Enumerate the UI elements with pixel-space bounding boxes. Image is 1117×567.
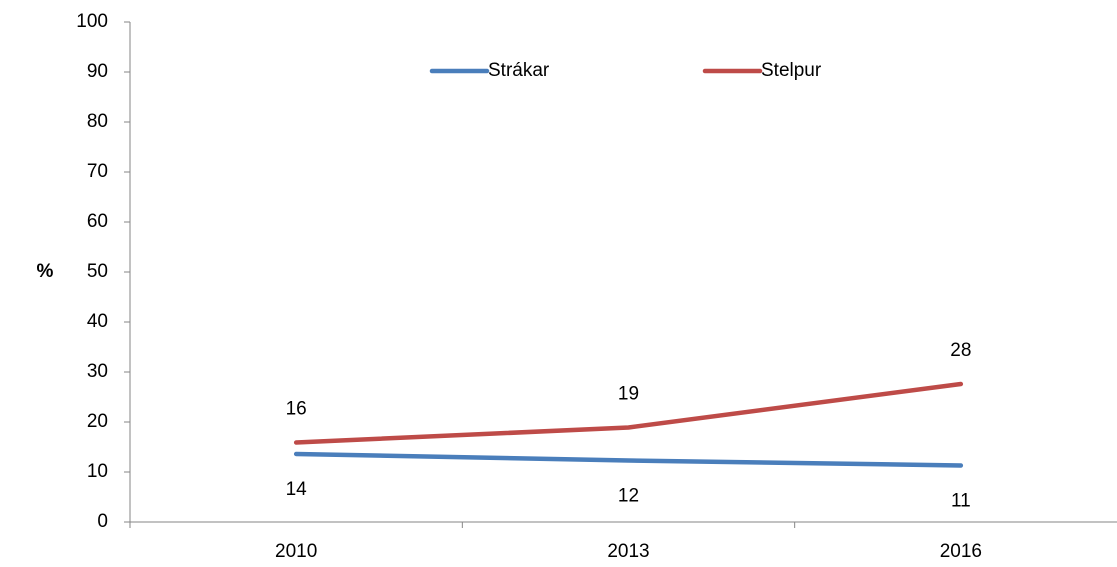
data-label: 28 [950, 340, 971, 361]
x-tick-label: 2010 [275, 541, 317, 562]
y-tick-label: 20 [87, 411, 108, 432]
y-tick-label: 30 [87, 361, 108, 382]
legend-label: Strákar [488, 60, 550, 81]
y-tick-label: 60 [87, 211, 108, 232]
legend-label: Stelpur [761, 60, 822, 81]
series-line [293, 381, 964, 445]
y-tick-label: 40 [87, 311, 108, 332]
y-tick-label: 10 [87, 461, 108, 482]
data-label: 11 [951, 491, 971, 512]
data-label: 12 [618, 486, 639, 507]
y-tick-label: 90 [87, 61, 108, 82]
y-tick-label: 80 [87, 111, 108, 132]
x-tick-label: 2013 [607, 541, 649, 562]
y-tick-label: 100 [76, 11, 108, 32]
data-label: 19 [618, 384, 639, 405]
data-label: 14 [286, 479, 308, 500]
y-tick-label: 0 [97, 511, 108, 532]
y-tick-label: 70 [87, 161, 108, 182]
y-axis-label: % [37, 261, 54, 282]
series-line [293, 451, 964, 468]
x-tick-label: 2016 [940, 541, 982, 562]
data-label: 16 [286, 399, 307, 420]
y-tick-label: 50 [87, 261, 108, 282]
